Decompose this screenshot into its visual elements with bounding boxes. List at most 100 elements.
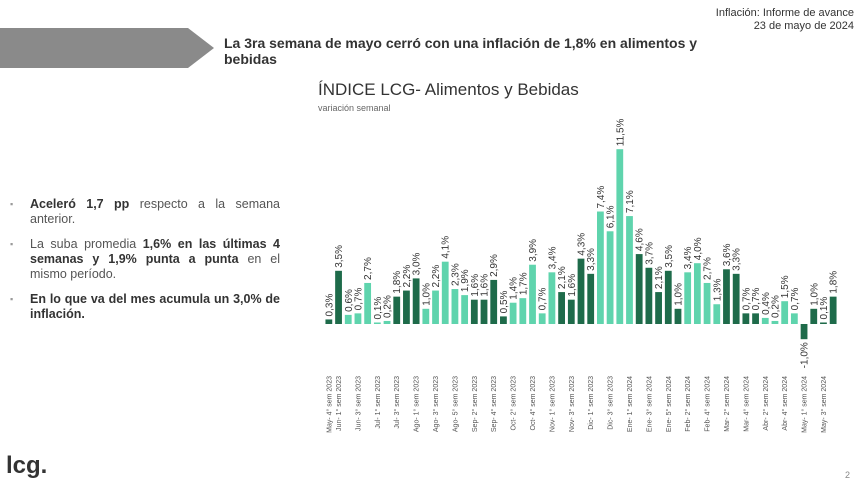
data-label: 4,3% [577, 233, 588, 256]
bar [810, 308, 818, 324]
data-label: 0,2% [383, 295, 394, 318]
data-label: 3,9% [528, 239, 539, 262]
x-tick-label: Abr- 4° sem 2024 [781, 376, 789, 431]
key-point-text: en el mismo período. [30, 252, 280, 281]
data-label: 2,9% [489, 254, 500, 277]
data-label: 4,1% [441, 236, 452, 259]
data-label: 0,2% [770, 295, 781, 318]
data-label: 1,9% [460, 269, 471, 292]
data-label: 1,8% [829, 271, 840, 294]
bar [829, 296, 837, 324]
data-label: 1,0% [421, 283, 432, 306]
bar [703, 282, 711, 324]
data-label: 3,4% [547, 246, 558, 269]
key-point: La suba promedia 1,6% en las últimas 4 s… [10, 237, 280, 282]
chart-subtitle: variación semanal [318, 103, 391, 113]
x-tick-label: Ene- 5° sem 2024 [665, 376, 673, 432]
data-label: 4,6% [635, 228, 646, 251]
data-label: 0,7% [790, 287, 801, 310]
x-tick-label: Jul- 1° sem 2023 [374, 376, 382, 429]
bar [800, 324, 808, 340]
bar [674, 308, 682, 324]
data-label: 3,5% [334, 245, 345, 268]
data-label: 4,0% [693, 237, 704, 260]
bar [597, 211, 604, 324]
data-label: 0,1% [819, 297, 830, 320]
data-label: 0,1% [373, 297, 384, 320]
data-label: 0,7% [538, 287, 549, 310]
key-point-text: La suba promedia [30, 237, 143, 251]
bar [752, 313, 759, 324]
x-tick-label: Mar- 2° sem 2024 [723, 376, 731, 432]
bar [451, 289, 459, 324]
bar [693, 263, 701, 324]
bar [461, 295, 469, 324]
key-point-strong: En lo que va del mes acumula un 3,0% de … [30, 292, 280, 321]
x-tick-label: Nov- 1° sem 2023 [548, 376, 556, 432]
bar [432, 290, 439, 324]
data-label: 1,7% [518, 272, 529, 295]
x-tick-label: Ago- 3° sem 2023 [432, 376, 440, 432]
bar [723, 269, 730, 324]
data-label: 1,4% [509, 277, 520, 300]
bar [344, 314, 352, 324]
x-tick-label: May- 4° sem 2023 [325, 376, 333, 433]
data-label: 1,5% [780, 275, 791, 298]
x-tick-label: Jul- 3° sem 2023 [393, 376, 401, 429]
x-tick-label: May- 3° sem 2024 [820, 376, 828, 433]
data-label: 1,0% [673, 283, 684, 306]
x-tick-label: Oct- 4° sem 2023 [529, 376, 537, 431]
bar [422, 308, 430, 324]
data-label: 1,6% [567, 274, 578, 297]
data-label: 1,3% [712, 278, 723, 301]
key-point-text: respecto a la semana anterior. [30, 197, 280, 226]
bar [820, 322, 827, 324]
bar [761, 317, 769, 324]
key-point: Aceleró 1,7 pp respecto a la semana ante… [10, 197, 280, 227]
data-label: 2,7% [703, 257, 714, 280]
bar [577, 258, 585, 324]
x-tick-label: Sep- 4° sem 2023 [490, 376, 498, 432]
data-label: 7,1% [625, 190, 636, 213]
data-label: 6,1% [606, 205, 617, 228]
bar [403, 290, 410, 324]
x-tick-label: Ago- 1° sem 2023 [413, 376, 421, 432]
bar [325, 319, 333, 324]
x-tick-label: Nov- 3° sem 2023 [568, 376, 576, 432]
bar [713, 304, 721, 324]
data-label: 0,7% [741, 287, 752, 310]
chart-title: ÍNDICE LCG- Alimentos y Bebidas [318, 80, 579, 99]
x-tick-label: May- 1° sem 2024 [801, 376, 809, 433]
data-label: 3,3% [586, 248, 597, 271]
x-tick-label: Dic- 3° sem 2023 [607, 376, 615, 430]
data-label: 0,4% [761, 292, 772, 315]
data-label: 0,7% [353, 287, 364, 310]
data-label: 3,6% [722, 243, 733, 266]
data-label: 3,5% [664, 245, 675, 268]
bar [373, 322, 381, 324]
x-tick-label: Mar- 4° sem 2024 [742, 376, 750, 432]
bar [664, 270, 672, 324]
data-label: 3,3% [732, 248, 743, 271]
bar [383, 320, 391, 324]
data-label: 1,0% [809, 283, 820, 306]
key-point: En lo que va del mes acumula un 3,0% de … [10, 292, 280, 322]
key-points-list: Aceleró 1,7 pp respecto a la semana ante… [10, 197, 280, 332]
data-label: 0,3% [324, 294, 335, 317]
data-label: 3,0% [412, 252, 423, 275]
bar [441, 261, 449, 324]
bar [364, 282, 372, 324]
bar [655, 292, 662, 324]
bar [781, 301, 789, 324]
x-tick-label: Abr- 2° sem 2024 [762, 376, 770, 431]
data-label: 1,8% [392, 271, 403, 294]
data-label: 1,6% [470, 274, 481, 297]
bar [538, 313, 546, 324]
lcg-logo: lcg. [6, 452, 48, 479]
data-label: 1,6% [480, 274, 491, 297]
x-tick-label: Dic- 1° sem 2023 [587, 376, 595, 430]
x-tick-label: Feb- 2° sem 2024 [684, 376, 692, 432]
bar [490, 279, 498, 324]
bar [732, 273, 740, 324]
